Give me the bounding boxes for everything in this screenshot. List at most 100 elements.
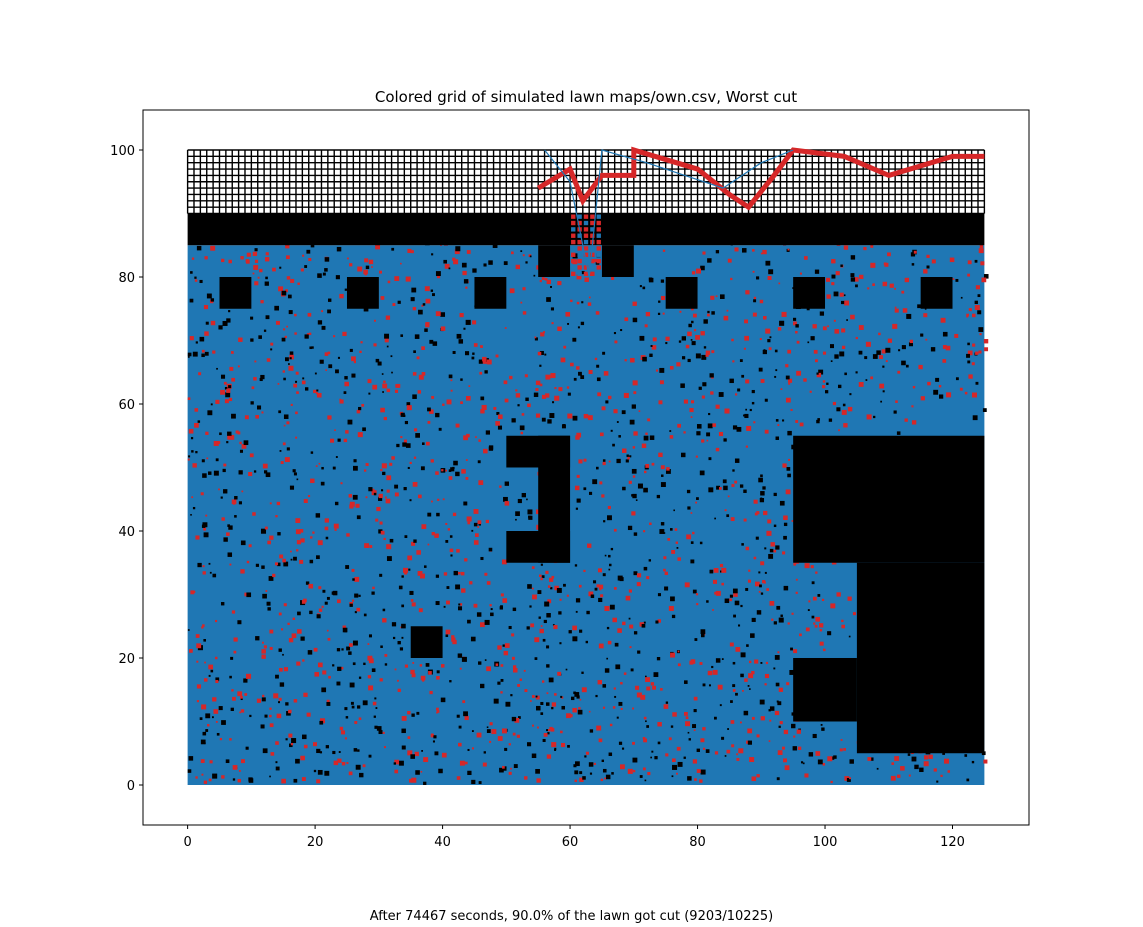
uncut-cell [690,400,695,404]
uncut-cell [497,736,503,741]
uncut-cell [287,622,290,626]
uncut-cell [486,666,491,672]
uncut-cell [549,726,553,731]
uncut-cell [313,647,318,652]
uncut-cell [332,466,336,470]
uncut-cell [968,308,972,312]
uncut-cell [296,540,302,545]
uncut-cell [230,351,234,354]
uncut-cell [901,345,906,350]
uncut-cell [758,367,763,372]
uncut-cell [310,478,315,484]
uncut-cell [297,282,300,285]
uncut-cell [580,321,585,326]
uncut-cell [578,707,581,710]
uncut-cell [790,647,793,651]
uncut-cell [769,336,772,339]
uncut-cell [289,485,295,490]
uncut-cell [204,331,209,336]
uncut-cell [282,370,285,373]
uncut-cell [839,351,845,357]
uncut-cell [299,559,304,564]
uncut-cell [315,465,318,467]
uncut-cell [352,578,355,581]
uncut-cell [406,402,411,406]
uncut-cell [333,523,339,529]
uncut-cell [496,411,500,416]
uncut-cell [882,281,888,287]
uncut-cell [813,349,818,354]
uncut-cell [695,593,699,596]
uncut-cell [793,317,797,321]
x-tick-label: 80 [689,835,706,850]
uncut-cell [769,706,775,711]
uncut-cell [759,584,762,588]
uncut-cell [196,684,202,689]
uncut-cell [764,571,767,574]
uncut-cell [253,265,259,270]
uncut-cell [541,277,545,280]
uncut-cell [509,288,515,294]
uncut-cell [745,290,750,295]
uncut-cell [587,415,593,421]
uncut-cell [462,270,467,276]
uncut-cell [744,335,750,341]
uncut-cell [521,413,525,416]
corridor-cell [571,233,576,238]
uncut-cell [983,274,989,279]
uncut-cell [410,250,414,254]
uncut-cell [505,701,511,707]
uncut-cell [841,619,844,623]
uncut-cell [264,526,268,530]
uncut-cell [938,385,942,388]
uncut-cell [410,297,415,302]
uncut-cell [282,558,286,563]
uncut-cell [894,756,900,761]
uncut-cell [975,285,980,290]
uncut-cell [560,742,566,748]
x-tick-label: 100 [813,835,838,850]
uncut-cell [417,390,422,394]
uncut-cell [348,651,352,655]
uncut-cell [281,290,287,296]
uncut-cell [727,728,730,730]
uncut-cell [838,384,842,389]
uncut-cell [942,752,946,755]
uncut-cell [316,555,320,560]
uncut-cell [407,711,411,715]
uncut-cell [745,445,748,448]
uncut-cell [649,353,653,357]
uncut-cell [194,422,199,428]
uncut-cell [551,742,557,748]
y-tick-label: 80 [118,271,135,286]
uncut-cell [663,568,666,572]
uncut-cell [604,605,610,612]
uncut-cell [620,681,623,685]
uncut-cell [804,773,809,778]
uncut-cell [368,392,371,395]
uncut-cell [272,573,276,578]
uncut-cell [297,611,301,616]
uncut-cell [780,614,783,617]
uncut-cell [783,585,789,591]
corridor-cell [590,233,595,238]
uncut-cell [684,711,688,716]
uncut-cell [855,336,858,340]
uncut-cell [954,333,959,338]
uncut-cell [778,617,784,623]
uncut-cell [276,713,282,719]
uncut-cell [687,731,690,734]
uncut-cell [334,429,336,432]
uncut-cell [338,751,341,753]
uncut-cell [846,777,851,782]
uncut-cell [190,590,195,595]
uncut-cell [264,281,269,286]
uncut-cell [628,480,632,484]
uncut-cell [319,359,324,364]
uncut-cell [843,294,846,297]
uncut-cell [416,711,420,715]
uncut-cell [416,356,420,360]
uncut-cell [255,636,260,641]
corridor-cell [571,258,576,264]
uncut-cell [629,646,632,649]
